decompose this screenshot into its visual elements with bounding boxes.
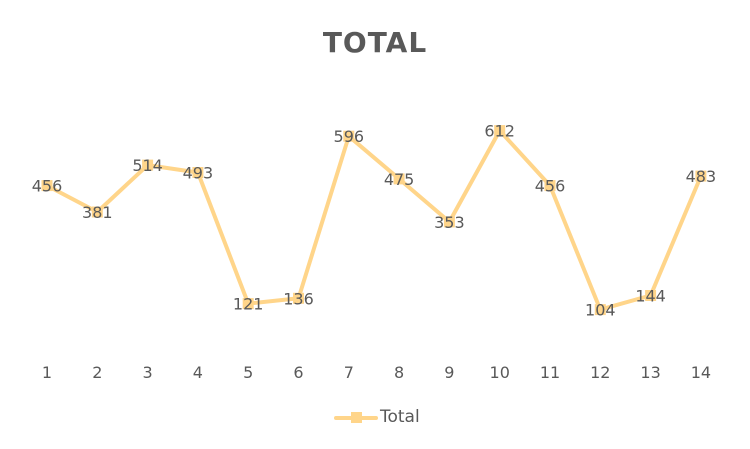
data-point-marker [91, 206, 103, 218]
data-label: 596 [334, 127, 365, 146]
data-label: 104 [585, 301, 616, 320]
data-label: 456 [32, 177, 63, 196]
x-tick-label: 2 [92, 363, 102, 382]
data-point-marker [645, 290, 657, 301]
x-tick-label: 14 [691, 363, 711, 382]
legend-swatch [334, 406, 378, 428]
data-label: 612 [484, 122, 515, 141]
legend: Total [334, 406, 420, 428]
series-line-total [45, 128, 703, 312]
data-point-marker [242, 298, 254, 310]
data-label: 381 [82, 203, 113, 222]
data-point-marker [192, 167, 204, 178]
series-layer [45, 128, 703, 312]
chart-title: TOTAL [322, 26, 428, 59]
data-label: 353 [434, 213, 465, 232]
data-label: 136 [283, 289, 314, 308]
legend-square-marker-icon [351, 412, 362, 423]
x-tick-label: 9 [444, 363, 454, 382]
data-point-marker [695, 170, 707, 182]
data-point-marker [494, 125, 506, 137]
x-tick-label: 11 [540, 363, 560, 382]
data-point-marker [41, 180, 53, 192]
x-tick-label: 7 [344, 363, 354, 382]
data-label: 456 [535, 177, 566, 196]
data-point-marker [293, 292, 304, 304]
x-tick-label: 12 [590, 363, 610, 382]
x-tick-label: 3 [143, 363, 153, 382]
data-point-marker [544, 180, 556, 192]
x-tick-label: 8 [394, 363, 404, 382]
x-tick-label: 10 [490, 363, 510, 382]
data-label: 514 [132, 156, 163, 175]
x-tick-label: 13 [640, 363, 660, 382]
legend-label: Total [380, 407, 420, 427]
data-label-layer: 456 381 514 493 121 136 596 475 353 612 456 104 144 4… [32, 122, 716, 320]
data-label: 121 [233, 295, 264, 314]
x-tick-label: 1 [42, 363, 52, 382]
data-point-marker [343, 130, 355, 142]
data-point-marker [393, 173, 405, 185]
data-point-marker [594, 304, 606, 316]
x-tick-label: 6 [293, 363, 303, 382]
data-label: 475 [384, 170, 415, 189]
x-tick-label: 4 [193, 363, 203, 382]
marker-layer [41, 125, 707, 316]
x-axis-ticks: 1 2 3 4 5 6 7 8 9 10 11 12 13 14 [42, 363, 711, 382]
data-label: 483 [686, 167, 717, 186]
data-label: 144 [635, 287, 666, 306]
data-point-marker [443, 216, 455, 228]
data-point-marker [142, 159, 154, 171]
x-tick-label: 5 [243, 363, 253, 382]
data-label: 493 [183, 164, 214, 183]
